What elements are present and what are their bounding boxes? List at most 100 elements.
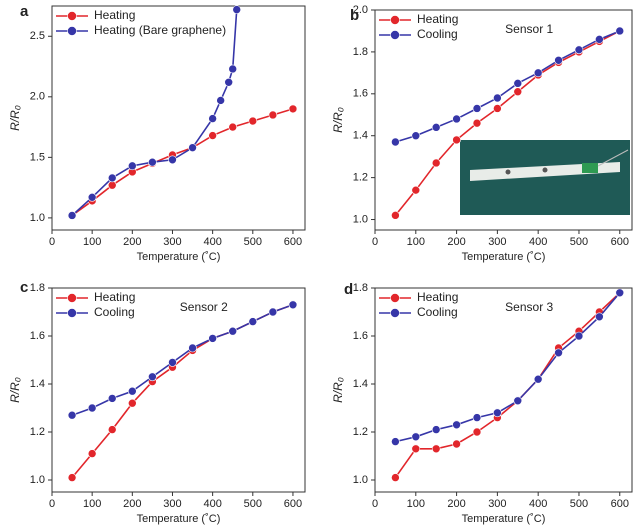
y-tick-label: 1.2 — [30, 426, 45, 438]
marker — [224, 77, 233, 87]
marker — [188, 343, 197, 353]
marker — [87, 403, 97, 413]
x-axis-label: Temperature (˚C) — [137, 513, 221, 525]
panel: a 0 100 200 300 400 500 600 1.0 1.5 2.0 2.5 Temperat… — [8, 3, 306, 263]
marker — [411, 131, 421, 141]
x-axis-label: Temperature (˚C) — [462, 251, 546, 263]
legend-label: Cooling — [94, 305, 135, 319]
legend-marker — [390, 308, 400, 318]
y-tick-label: 2.0 — [30, 91, 45, 103]
marker — [391, 473, 400, 482]
y-tick-label: 2.5 — [30, 30, 45, 42]
legend-label: Heating — [417, 290, 458, 304]
marker — [472, 427, 482, 437]
marker — [288, 104, 298, 114]
marker — [268, 110, 278, 120]
marker — [216, 96, 225, 105]
marker — [493, 408, 502, 418]
marker — [248, 317, 258, 326]
y-tick-label: 1.4 — [30, 378, 45, 390]
y-axis-label: R/R₀ — [331, 377, 345, 403]
plot-frame — [374, 287, 633, 493]
legend-label: Cooling — [417, 27, 458, 41]
marker — [452, 439, 461, 449]
marker — [472, 413, 482, 422]
marker — [513, 79, 523, 88]
y-axis-label: R/R₀ — [331, 107, 345, 133]
marker — [431, 425, 441, 434]
marker — [493, 93, 502, 103]
x-tick-label: 100 — [407, 236, 425, 248]
x-tick-label: 600 — [284, 236, 302, 248]
x-tick-label: 100 — [83, 236, 101, 248]
series-line — [71, 304, 294, 479]
x-tick-label: 400 — [203, 498, 221, 510]
x-tick-label: 400 — [529, 498, 547, 510]
y-tick-label: 1.5 — [30, 151, 45, 163]
marker — [148, 157, 157, 167]
y-tick-label: 1.8 — [30, 282, 45, 294]
panel-letter: b — [350, 7, 359, 24]
marker — [107, 425, 117, 434]
panel-letter: d — [344, 281, 353, 298]
panel-letter: a — [20, 3, 29, 20]
plot-frame — [374, 9, 633, 231]
marker — [574, 331, 584, 341]
marker — [472, 104, 482, 113]
marker — [67, 473, 77, 482]
y-axis-label: R/R₀ — [8, 377, 22, 403]
annotation: Sensor 1 — [505, 22, 553, 36]
marker — [188, 143, 197, 152]
marker — [431, 444, 441, 454]
y-tick-label: 1.6 — [353, 88, 368, 100]
legend-marker — [390, 293, 400, 303]
marker — [431, 123, 441, 132]
marker — [452, 114, 461, 124]
y-tick-label: 1.0 — [30, 212, 45, 224]
x-tick-label: 300 — [163, 236, 181, 248]
marker — [208, 114, 217, 123]
x-tick-label: 300 — [488, 498, 506, 510]
legend-marker — [67, 293, 77, 303]
marker — [493, 104, 502, 113]
plot-frame — [51, 287, 306, 493]
marker — [391, 137, 400, 147]
x-tick-label: 500 — [244, 498, 262, 510]
marker — [411, 444, 421, 454]
legend-label: Heating (Bare graphene) — [94, 23, 226, 37]
y-tick-label: 1.4 — [353, 378, 368, 390]
marker — [615, 26, 625, 36]
x-tick-label: 100 — [83, 498, 101, 510]
legend-label: Heating — [417, 12, 458, 26]
x-tick-label: 200 — [447, 498, 465, 510]
x-tick-label: 400 — [529, 236, 547, 248]
marker — [615, 288, 625, 298]
marker — [67, 410, 77, 420]
marker — [87, 449, 97, 458]
x-tick-label: 600 — [284, 498, 302, 510]
x-tick-label: 0 — [372, 236, 378, 248]
x-axis-label: Temperature (˚C) — [137, 251, 221, 263]
panel: d 0 100 200 300 400 500 600 1.0 1.2 1.4 1.6 1.8 Tempe… — [331, 281, 633, 525]
marker — [554, 348, 563, 358]
legend-marker — [67, 26, 77, 36]
marker — [574, 45, 584, 55]
x-tick-label: 600 — [611, 498, 629, 510]
marker — [554, 55, 563, 65]
marker — [595, 35, 604, 44]
marker — [67, 211, 77, 220]
x-axis-label: Temperature (˚C) — [462, 513, 546, 525]
x-tick-label: 0 — [372, 498, 378, 510]
panel: b 0 100 200 300 400 500 600 1.0 1.2 1.4 1.6 1.8 2.0 Te… — [331, 4, 633, 263]
marker — [87, 193, 97, 202]
marker — [107, 173, 117, 183]
marker — [228, 64, 238, 74]
annotation: Sensor 2 — [180, 300, 228, 314]
marker — [168, 358, 177, 367]
y-tick-label: 1.4 — [353, 130, 368, 142]
legend-marker — [67, 308, 77, 318]
marker — [391, 437, 400, 446]
x-tick-label: 200 — [123, 498, 141, 510]
x-tick-label: 400 — [203, 236, 221, 248]
